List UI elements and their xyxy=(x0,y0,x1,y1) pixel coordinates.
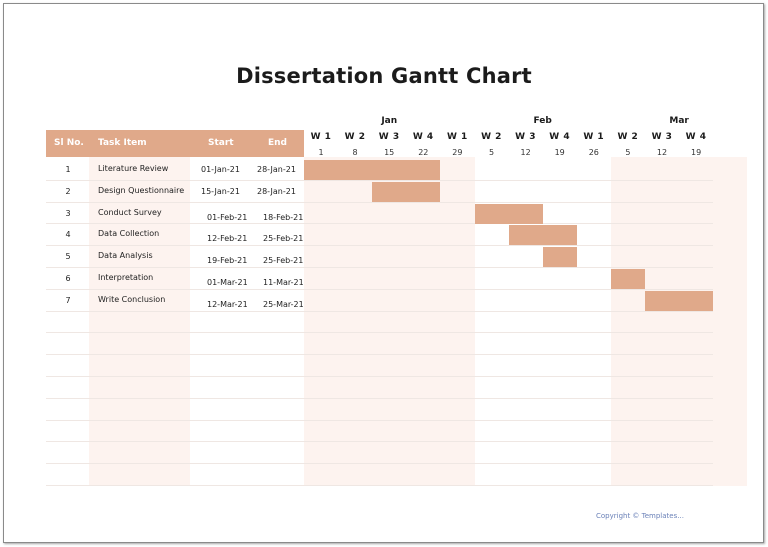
task-end: 28-Jan-21 xyxy=(257,165,296,174)
header-end: End xyxy=(268,138,287,148)
task-name: Write Conclusion xyxy=(98,294,166,304)
task-bar xyxy=(610,269,645,289)
task-bar xyxy=(508,225,577,246)
week-label: W 2 xyxy=(617,132,639,142)
row-divider xyxy=(46,267,713,268)
month-label: Mar xyxy=(669,116,689,126)
week-start-day: 22 xyxy=(418,148,429,157)
header-sl-no: Sl No. xyxy=(54,138,84,148)
task-number: 4 xyxy=(65,230,71,240)
week-label: W 3 xyxy=(651,132,673,142)
week-label: W 1 xyxy=(310,132,332,142)
task-number: 2 xyxy=(65,186,71,196)
copyright-footer: Copyright © Templates... xyxy=(596,512,684,520)
task-bar xyxy=(372,181,441,202)
month-stripe xyxy=(610,157,748,486)
header-start: Start xyxy=(208,138,234,148)
row-divider xyxy=(46,397,713,399)
task-bar xyxy=(645,290,714,311)
task-name: Data Analysis xyxy=(98,251,153,261)
task-bar xyxy=(474,203,543,224)
task-number: 7 xyxy=(65,295,71,305)
row-divider xyxy=(46,179,713,181)
week-label: W 1 xyxy=(583,132,605,142)
task-number: 1 xyxy=(65,165,71,174)
week-start-day: 19 xyxy=(554,148,565,157)
task-name: Literature Review xyxy=(98,164,169,173)
task-start: 01-Mar-21 xyxy=(207,278,248,287)
week-label: W 4 xyxy=(412,132,434,142)
row-divider xyxy=(46,201,713,203)
task-name: Data Collection xyxy=(98,229,160,239)
week-label: W 3 xyxy=(515,132,536,142)
week-start-day: 5 xyxy=(488,148,495,157)
week-label: W 4 xyxy=(549,132,571,142)
month-label: Feb xyxy=(533,116,552,126)
row-divider xyxy=(46,245,713,247)
week-start-day: 12 xyxy=(656,148,668,157)
week-start-day: 29 xyxy=(452,148,463,157)
week-start-day: 12 xyxy=(520,148,531,157)
row-divider xyxy=(46,288,713,290)
row-divider xyxy=(46,485,713,486)
task-start: 12-Feb-21 xyxy=(207,234,248,244)
row-divider xyxy=(46,354,713,356)
task-bar xyxy=(304,160,441,180)
week-label: W 1 xyxy=(446,132,468,142)
week-start-day: 5 xyxy=(625,148,631,157)
row-divider xyxy=(46,419,713,421)
task-number: 3 xyxy=(65,208,71,218)
week-label: W 2 xyxy=(481,132,502,142)
row-divider xyxy=(46,310,713,312)
month-stripe xyxy=(304,157,475,486)
task-end: 25-Feb-21 xyxy=(263,256,304,266)
week-start-day: 1 xyxy=(318,148,324,157)
row-divider xyxy=(46,441,713,443)
row-divider xyxy=(46,223,713,225)
task-name: Interpretation xyxy=(98,273,154,282)
task-column-stripe xyxy=(89,157,190,486)
chart-title: Dissertation Gantt Chart xyxy=(236,64,532,88)
task-start: 12-Mar-21 xyxy=(207,299,248,309)
task-start: 01-Feb-21 xyxy=(207,212,248,222)
task-end: 25-Feb-21 xyxy=(263,234,304,244)
task-number: 5 xyxy=(65,252,71,262)
task-end: 11-Mar-21 xyxy=(263,278,304,287)
task-start: 15-Jan-21 xyxy=(201,186,240,196)
row-divider xyxy=(46,332,713,334)
week-start-day: 19 xyxy=(691,148,702,157)
month-label: Jan xyxy=(381,116,398,126)
week-start-day: 26 xyxy=(588,148,599,157)
task-end: 28-Jan-21 xyxy=(257,186,296,196)
task-start: 01-Jan-21 xyxy=(201,165,240,174)
header-task-item: Task Item xyxy=(98,138,147,148)
week-start-day: 8 xyxy=(352,148,358,157)
row-divider xyxy=(46,376,713,377)
task-start: 19-Feb-21 xyxy=(207,256,248,266)
week-label: W 2 xyxy=(344,132,366,142)
task-end: 25-Mar-21 xyxy=(263,299,304,309)
table-header: Sl No. Task Item Start End xyxy=(46,130,304,157)
task-end: 18-Feb-21 xyxy=(263,212,304,222)
week-label: W 4 xyxy=(685,132,707,142)
week-start-day: 15 xyxy=(384,148,395,157)
task-number: 6 xyxy=(65,274,71,283)
task-name: Conduct Survey xyxy=(98,207,162,217)
week-label: W 3 xyxy=(378,132,400,142)
task-name: Design Questionnaire xyxy=(98,185,185,195)
task-bar xyxy=(542,247,577,268)
row-divider xyxy=(46,463,713,465)
